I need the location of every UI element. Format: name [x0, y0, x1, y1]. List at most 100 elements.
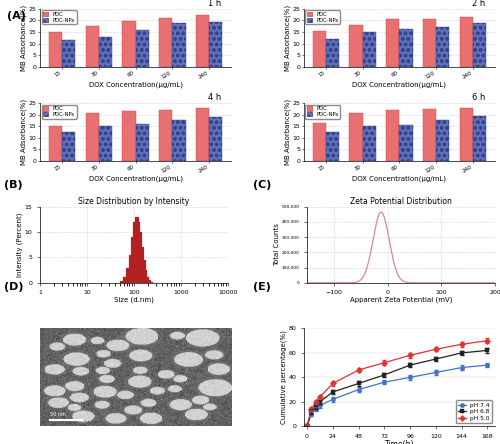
- Bar: [131, 237, 134, 283]
- Bar: [136, 30, 149, 67]
- Line: pH 5.0: pH 5.0: [305, 338, 490, 428]
- pH 7.4: [304, 424, 310, 429]
- Line: pH 6.8: pH 6.8: [305, 348, 490, 428]
- Bar: [386, 20, 400, 67]
- Bar: [209, 22, 222, 67]
- Bar: [350, 113, 362, 161]
- Bar: [129, 255, 132, 283]
- Text: 2 h: 2 h: [472, 0, 486, 8]
- Bar: [436, 28, 450, 67]
- Bar: [326, 132, 339, 161]
- Bar: [159, 18, 172, 67]
- pH 7.4: [382, 380, 388, 385]
- pH 6.8: [484, 348, 490, 353]
- X-axis label: DOX Concentration(μg/mL): DOX Concentration(μg/mL): [88, 175, 182, 182]
- Text: (D): (D): [4, 282, 24, 292]
- Bar: [142, 260, 146, 283]
- Legend: PDC, PDC-NPs: PDC, PDC-NPs: [42, 11, 76, 24]
- pH 7.4: [458, 365, 464, 370]
- Text: (A): (A): [8, 11, 26, 21]
- Bar: [133, 222, 136, 283]
- Bar: [124, 277, 127, 283]
- Bar: [140, 247, 143, 283]
- X-axis label: Apparent Zeta Potential (mV): Apparent Zeta Potential (mV): [350, 297, 452, 303]
- Legend: PDC, PDC-NPs: PDC, PDC-NPs: [306, 104, 340, 119]
- pH 6.8: [382, 372, 388, 377]
- pH 5.0: [312, 399, 318, 404]
- Bar: [400, 28, 412, 67]
- Legend: PDC, PDC-NPs: PDC, PDC-NPs: [42, 104, 76, 119]
- Bar: [136, 124, 149, 161]
- Bar: [144, 270, 148, 283]
- Bar: [62, 132, 75, 161]
- Bar: [209, 117, 222, 161]
- Line: pH 7.4: pH 7.4: [305, 363, 490, 428]
- Bar: [473, 23, 486, 67]
- Bar: [172, 120, 186, 161]
- pH 6.8: [317, 399, 323, 404]
- Bar: [135, 217, 138, 283]
- Bar: [172, 23, 186, 67]
- Bar: [48, 32, 62, 67]
- X-axis label: Size (d.nm): Size (d.nm): [114, 297, 154, 303]
- Bar: [326, 39, 339, 67]
- pH 6.8: [433, 357, 439, 362]
- Legend: pH 7.4, pH 6.8, pH 5.0: pH 7.4, pH 6.8, pH 5.0: [456, 400, 492, 423]
- pH 6.8: [407, 362, 413, 368]
- pH 7.4: [433, 370, 439, 375]
- pH 6.8: [356, 381, 362, 386]
- pH 5.0: [317, 394, 323, 400]
- Bar: [136, 222, 140, 283]
- Y-axis label: MB Adsorbance(%): MB Adsorbance(%): [284, 99, 291, 165]
- pH 7.4: [356, 387, 362, 392]
- pH 6.8: [312, 404, 318, 409]
- pH 5.0: [330, 381, 336, 386]
- Bar: [312, 123, 326, 161]
- Bar: [148, 280, 152, 283]
- pH 5.0: [356, 367, 362, 373]
- Text: (C): (C): [252, 180, 271, 190]
- Bar: [86, 26, 99, 67]
- Bar: [122, 111, 136, 161]
- Bar: [150, 282, 154, 283]
- Bar: [99, 126, 112, 161]
- Bar: [362, 32, 376, 67]
- Bar: [312, 31, 326, 67]
- Text: (E): (E): [252, 282, 270, 292]
- pH 7.4: [312, 406, 318, 412]
- pH 5.0: [304, 424, 310, 429]
- Bar: [362, 126, 376, 161]
- pH 5.0: [382, 360, 388, 365]
- Bar: [196, 15, 209, 67]
- X-axis label: DOX Concentration(μg/mL): DOX Concentration(μg/mL): [352, 175, 446, 182]
- Text: 6 h: 6 h: [472, 93, 486, 102]
- Title: Size Distribution by Intensity: Size Distribution by Intensity: [78, 197, 190, 206]
- Y-axis label: Intensity (Percent): Intensity (Percent): [16, 213, 23, 277]
- Y-axis label: Total Counts: Total Counts: [274, 223, 280, 266]
- Bar: [146, 277, 150, 283]
- Bar: [460, 107, 473, 161]
- Bar: [126, 268, 130, 283]
- Text: 1 h: 1 h: [208, 0, 222, 8]
- Y-axis label: MB Adsorbance(%): MB Adsorbance(%): [284, 5, 291, 71]
- Bar: [120, 281, 124, 283]
- Text: 4 h: 4 h: [208, 93, 222, 102]
- Text: 50 nm: 50 nm: [50, 412, 66, 417]
- Bar: [138, 232, 142, 283]
- Bar: [99, 37, 112, 67]
- Bar: [159, 110, 172, 161]
- Title: Zeta Potential Distribution: Zeta Potential Distribution: [350, 197, 452, 206]
- Bar: [460, 17, 473, 67]
- pH 6.8: [308, 409, 314, 414]
- Y-axis label: Cumulative percentage(%): Cumulative percentage(%): [280, 330, 287, 424]
- pH 7.4: [308, 411, 314, 416]
- pH 7.4: [484, 362, 490, 368]
- pH 5.0: [458, 341, 464, 347]
- pH 6.8: [458, 350, 464, 356]
- Text: (B): (B): [4, 180, 22, 190]
- pH 5.0: [407, 353, 413, 358]
- Bar: [86, 113, 99, 161]
- Bar: [196, 108, 209, 161]
- X-axis label: DOX Concentration(μg/mL): DOX Concentration(μg/mL): [352, 81, 446, 88]
- Bar: [122, 21, 136, 67]
